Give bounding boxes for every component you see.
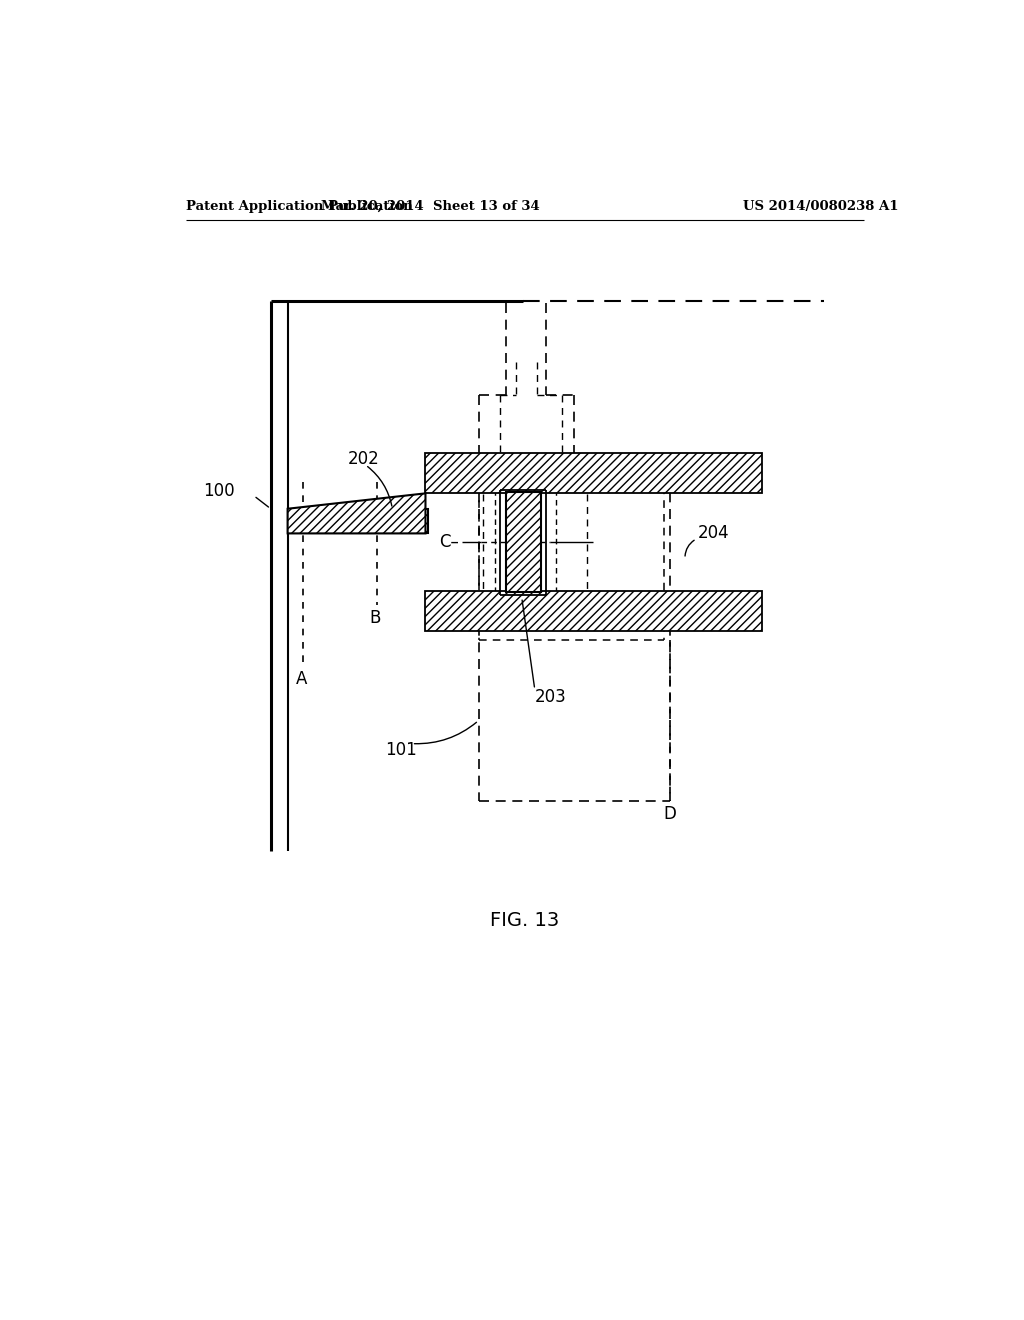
Bar bbox=[506, 492, 541, 591]
Text: 203: 203 bbox=[535, 689, 566, 706]
Text: 204: 204 bbox=[698, 524, 730, 543]
Text: C–: C– bbox=[439, 533, 460, 550]
Text: 100: 100 bbox=[203, 482, 234, 500]
Text: D: D bbox=[664, 805, 676, 824]
Text: 101: 101 bbox=[385, 741, 417, 759]
Text: A: A bbox=[296, 671, 307, 689]
Text: Mar. 20, 2014  Sheet 13 of 34: Mar. 20, 2014 Sheet 13 of 34 bbox=[322, 199, 541, 213]
Bar bbox=[425, 453, 762, 494]
Text: 202: 202 bbox=[348, 450, 380, 467]
Polygon shape bbox=[288, 494, 425, 533]
Text: FIG. 13: FIG. 13 bbox=[490, 911, 559, 931]
Text: Patent Application Publication: Patent Application Publication bbox=[186, 199, 413, 213]
Text: B: B bbox=[370, 609, 381, 627]
Text: US 2014/0080238 A1: US 2014/0080238 A1 bbox=[742, 199, 898, 213]
Bar bbox=[288, 508, 428, 533]
Bar bbox=[425, 591, 762, 631]
